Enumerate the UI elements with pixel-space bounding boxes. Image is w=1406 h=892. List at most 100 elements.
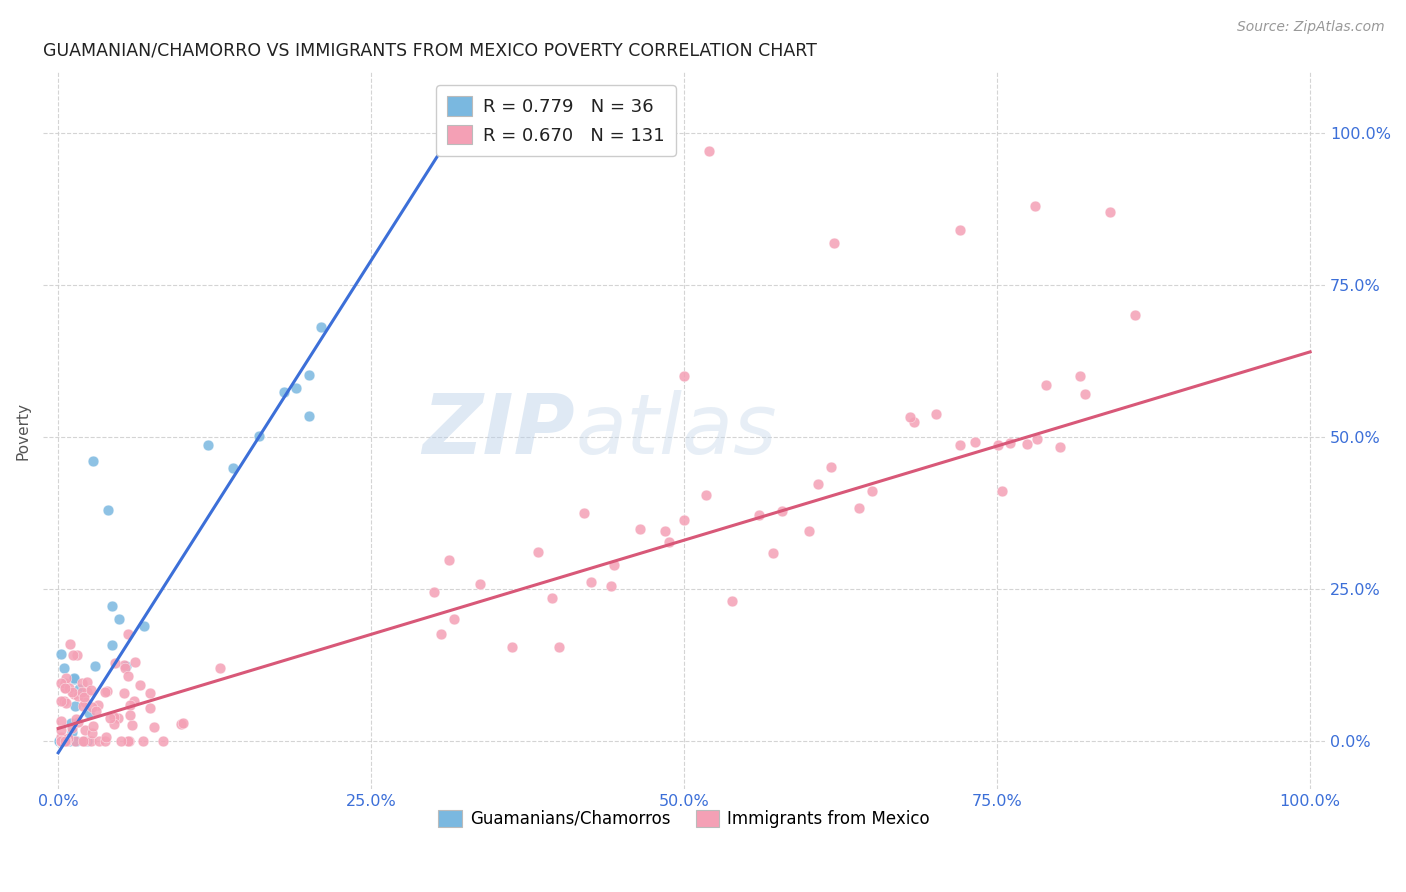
Point [122, 694, 145, 708]
Point [80, 683, 103, 698]
Point [1024, 199, 1046, 213]
Point [63, 672, 86, 686]
Point [49, 733, 72, 747]
Point [60, 725, 83, 739]
Point [439, 553, 461, 567]
Point [59, 636, 82, 650]
Point [53, 681, 76, 695]
Point [65, 712, 87, 726]
Point [948, 438, 970, 452]
Point [209, 661, 232, 675]
Point [49, 733, 72, 747]
Point [903, 415, 925, 429]
Point [107, 612, 129, 626]
Point [110, 733, 132, 747]
Point [848, 500, 870, 515]
Point [748, 508, 770, 522]
Point [55, 733, 77, 747]
Point [991, 483, 1014, 498]
Point [139, 700, 162, 714]
Point [51, 647, 73, 661]
Point [94, 685, 117, 699]
Point [129, 678, 152, 692]
Point [898, 410, 921, 425]
Point [60, 721, 83, 735]
Text: ZIP: ZIP [423, 391, 575, 471]
Point [63, 687, 86, 701]
Point [97, 503, 120, 517]
Point [73, 690, 96, 705]
Point [84, 659, 107, 673]
Point [132, 733, 155, 747]
Point [75, 733, 97, 747]
Point [297, 409, 319, 424]
Point [79, 706, 101, 720]
Point [49, 693, 72, 707]
Point [103, 716, 125, 731]
Point [84, 705, 107, 719]
Point [82, 454, 104, 468]
Point [104, 656, 127, 670]
Point [58, 681, 80, 695]
Point [49, 714, 72, 728]
Point [134, 619, 156, 633]
Point [112, 657, 135, 672]
Point [1035, 378, 1057, 392]
Point [1074, 387, 1097, 401]
Point [67, 681, 90, 696]
Point [112, 685, 135, 699]
Point [53, 681, 76, 696]
Point [443, 611, 465, 625]
Point [1098, 205, 1121, 219]
Point [49, 730, 72, 744]
Point [673, 369, 696, 384]
Point [124, 656, 146, 670]
Point [73, 733, 96, 747]
Point [51, 733, 73, 747]
Legend: Guamanians/Chamorros, Immigrants from Mexico: Guamanians/Chamorros, Immigrants from Me… [432, 803, 936, 835]
Point [721, 593, 744, 607]
Point [673, 513, 696, 527]
Point [541, 591, 564, 606]
Point [62, 648, 84, 663]
Point [118, 733, 141, 747]
Point [987, 438, 1010, 452]
Point [120, 698, 142, 713]
Point [1123, 309, 1146, 323]
Point [48, 733, 70, 747]
Point [152, 733, 174, 747]
Point [79, 733, 101, 747]
Point [823, 235, 845, 250]
Point [197, 438, 219, 452]
Point [1049, 440, 1071, 454]
Point [87, 698, 110, 712]
Point [599, 578, 621, 592]
Point [222, 461, 245, 475]
Point [52, 661, 75, 675]
Point [1069, 368, 1091, 383]
Point [96, 683, 118, 698]
Point [100, 711, 122, 725]
Point [654, 524, 676, 538]
Point [628, 522, 651, 536]
Point [75, 694, 97, 708]
Point [501, 640, 523, 655]
Point [429, 627, 451, 641]
Point [60, 715, 83, 730]
Point [1026, 432, 1049, 446]
Point [76, 733, 98, 747]
Point [55, 733, 77, 747]
Point [247, 428, 270, 442]
Point [114, 661, 136, 675]
Point [49, 675, 72, 690]
Point [80, 725, 103, 739]
Point [138, 686, 160, 700]
Point [53, 694, 76, 708]
Point [49, 723, 72, 737]
Point [53, 676, 76, 690]
Point [948, 223, 970, 237]
Point [55, 733, 77, 747]
Point [60, 685, 83, 699]
Point [72, 698, 94, 713]
Point [579, 574, 602, 589]
